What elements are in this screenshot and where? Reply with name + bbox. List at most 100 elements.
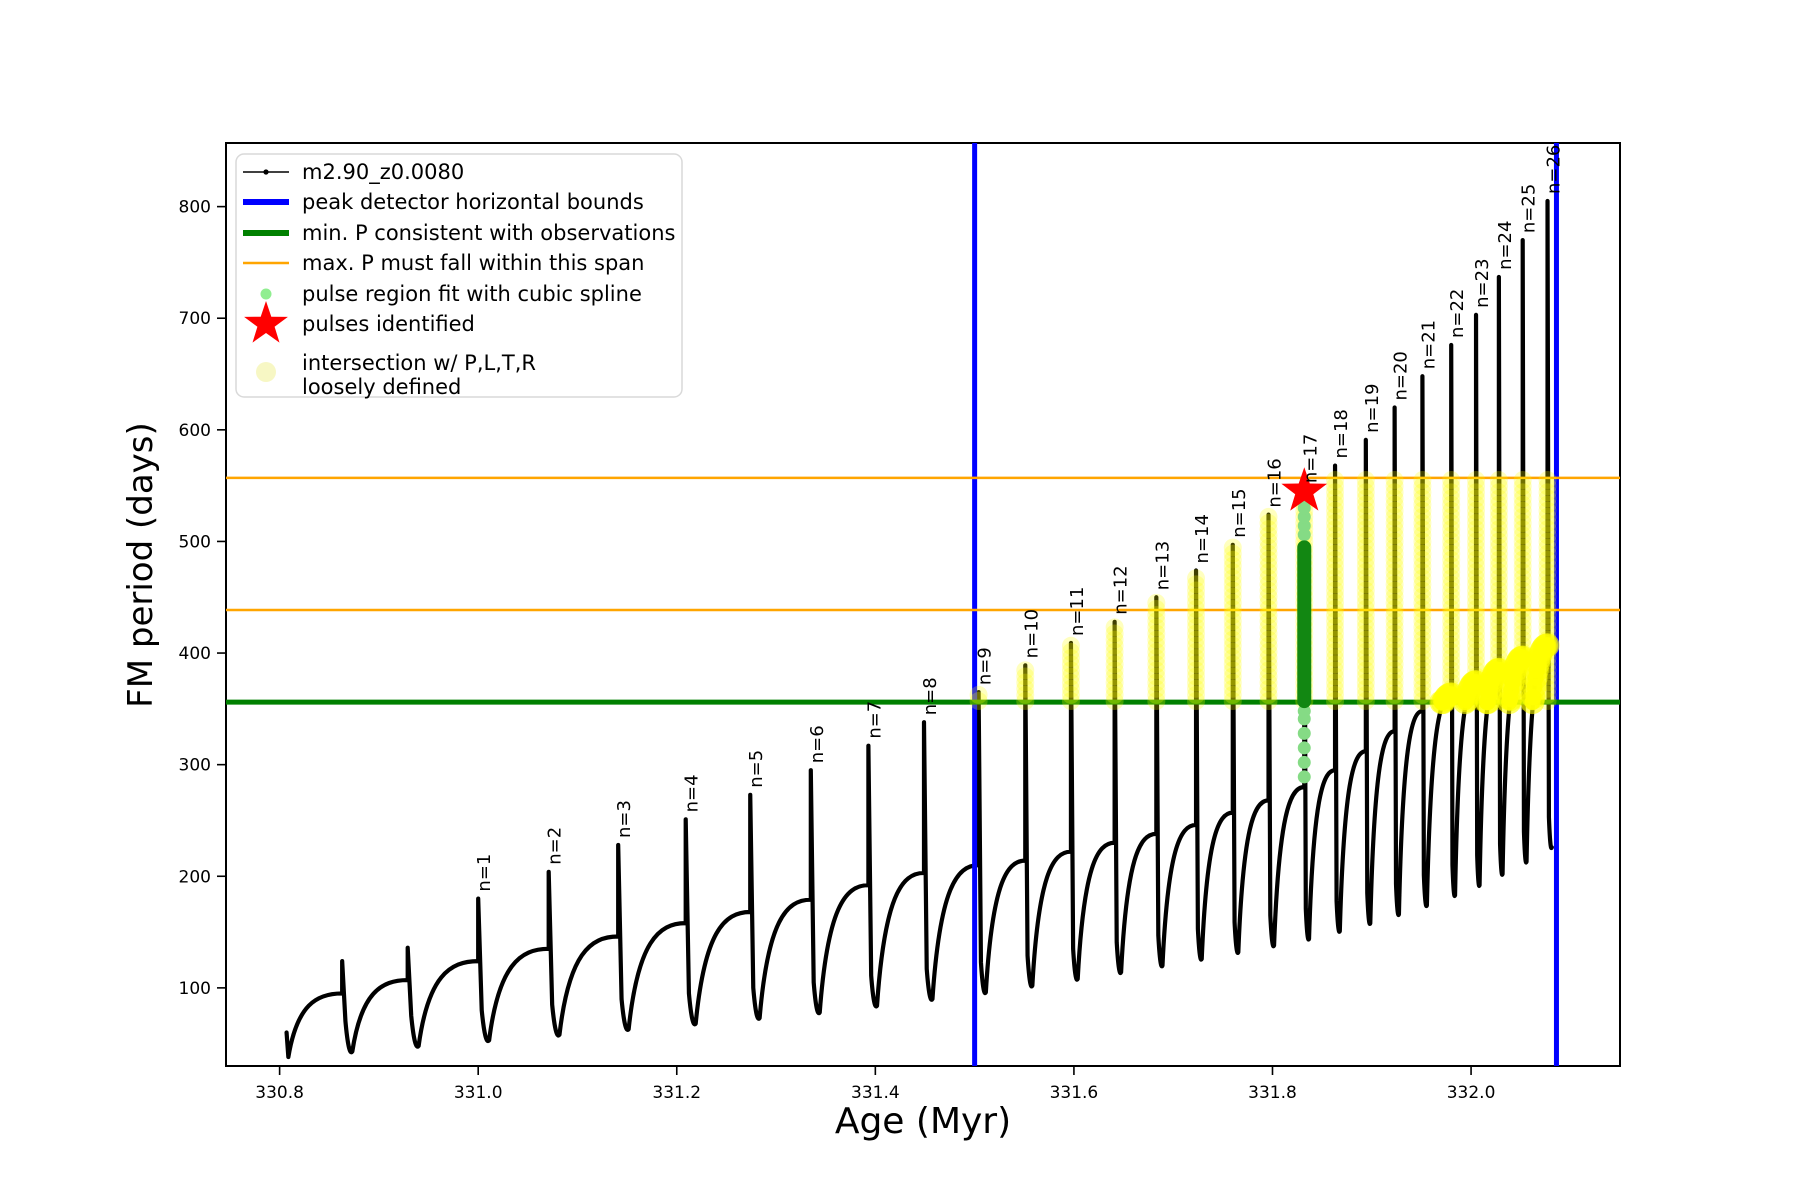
intersection-dot (1356, 624, 1375, 643)
intersection-dot (1538, 556, 1557, 575)
intersection-dot (1442, 556, 1461, 575)
intersection-dot (1538, 514, 1557, 533)
intersection-dot (1467, 575, 1486, 594)
intersection-dot (1385, 581, 1404, 600)
intersection-dot (1538, 507, 1557, 526)
peak-label: n=14 (1192, 514, 1213, 563)
intersection-dot (1413, 673, 1432, 692)
intersection-dot (1105, 649, 1124, 668)
intersection-dot (1223, 599, 1242, 618)
intersection-dot (1326, 642, 1345, 661)
legend-box (235, 153, 683, 398)
intersection-dot (1259, 685, 1278, 704)
intersection-dot (1356, 581, 1375, 600)
intersection-dot (1385, 526, 1404, 545)
intersection-dot (1326, 618, 1345, 637)
intersection-dot (1061, 667, 1080, 686)
peak-labels: n=1 n=2 n=3 n=4 n=5 n=6 n=7 n=8 n=9 n=10 n=11 n=12 n… (474, 145, 1564, 892)
intersection-dot (1385, 593, 1404, 612)
intersection-dot (1538, 587, 1557, 606)
intersection-dot (1513, 612, 1532, 631)
intersection-dot (1385, 563, 1404, 582)
intersection-dot (1489, 538, 1508, 557)
intersection-dot (1442, 581, 1461, 600)
intersection-dot (1413, 642, 1432, 661)
intersection-dot (969, 692, 988, 711)
intersection-dot (1105, 679, 1124, 698)
intersection-dot (1356, 612, 1375, 631)
y-tick-label: 500 (179, 532, 211, 552)
intersection-dot (1326, 501, 1345, 520)
intersection-dot (1513, 599, 1532, 618)
intersection-dot (1442, 471, 1461, 490)
intersection-dot (1016, 661, 1035, 680)
intersection-dot (1467, 495, 1486, 514)
intersection-dot (1385, 667, 1404, 686)
x-tick-label: 331.0 (454, 1083, 503, 1103)
intersection-dot (1489, 471, 1508, 490)
intersection-dot (1538, 495, 1557, 514)
intersection-dot (1442, 618, 1461, 637)
x-tick-label: 331.8 (1248, 1083, 1297, 1103)
intersection-dot (1326, 624, 1345, 643)
intersection-dot (1326, 612, 1345, 631)
intersection-dot (1385, 514, 1404, 533)
intersection-dot (1356, 495, 1375, 514)
peak-label: n=18 (1331, 409, 1352, 458)
intersection-dot (1467, 550, 1486, 569)
intersection-dot (1538, 471, 1557, 490)
peak-label: n=7 (864, 701, 885, 739)
intersection-dot (1538, 612, 1557, 631)
intersection-dot (1259, 655, 1278, 674)
intersection-dot (1413, 655, 1432, 674)
spline-dense-column (1297, 540, 1312, 709)
intersection-dot (1467, 569, 1486, 588)
intersection-dot (1513, 606, 1532, 625)
intersection-dot (1187, 661, 1206, 680)
intersection-dot (1356, 514, 1375, 533)
intersection-dot (1513, 556, 1532, 575)
intersection-dot (1147, 599, 1166, 618)
intersection-dot (1223, 624, 1242, 643)
intersection-dot (1538, 520, 1557, 539)
intersection-dot (1385, 692, 1404, 711)
intersection-dot (1356, 575, 1375, 594)
intersection-dot (1413, 661, 1432, 680)
intersection-dot (1442, 636, 1461, 655)
intersection-dot (1259, 673, 1278, 692)
intersection-dot (1513, 532, 1532, 551)
y-axis-title: FM period (days) (121, 422, 161, 708)
peak-label: n=13 (1152, 541, 1173, 590)
intersection-dot (1326, 606, 1345, 625)
intersection-dot (1413, 587, 1432, 606)
intersection-dot (1385, 538, 1404, 557)
intersection-dot (1259, 514, 1278, 533)
intersection-dot (1385, 661, 1404, 680)
intersection-dot (1223, 563, 1242, 582)
peak-label: n=26 (1544, 145, 1565, 194)
intersection-dot (1385, 618, 1404, 637)
legend-marker-dot (263, 169, 269, 175)
intersection-dot (1467, 624, 1486, 643)
intersection-dot (1259, 526, 1278, 545)
intersection-dot (1442, 593, 1461, 612)
intersection-dot (1356, 556, 1375, 575)
intersection-dot (1413, 649, 1432, 668)
intersection-dot (1513, 526, 1532, 545)
intersection-dot (1223, 673, 1242, 692)
intersection-dot (1442, 532, 1461, 551)
intersection-dot (1442, 544, 1461, 563)
peak-label: n=19 (1362, 383, 1383, 432)
intersection-dot (1467, 563, 1486, 582)
intersection-dot (1187, 649, 1206, 668)
intersection-dot (1326, 679, 1345, 698)
intersection-dot (1413, 581, 1432, 600)
intersection-dot (1259, 679, 1278, 698)
intersection-dot (1489, 630, 1508, 649)
intersection-dot (1187, 581, 1206, 600)
intersection-dot (1489, 636, 1508, 655)
peak-label: n=22 (1447, 289, 1468, 338)
pulse-star-icon (1281, 467, 1328, 511)
